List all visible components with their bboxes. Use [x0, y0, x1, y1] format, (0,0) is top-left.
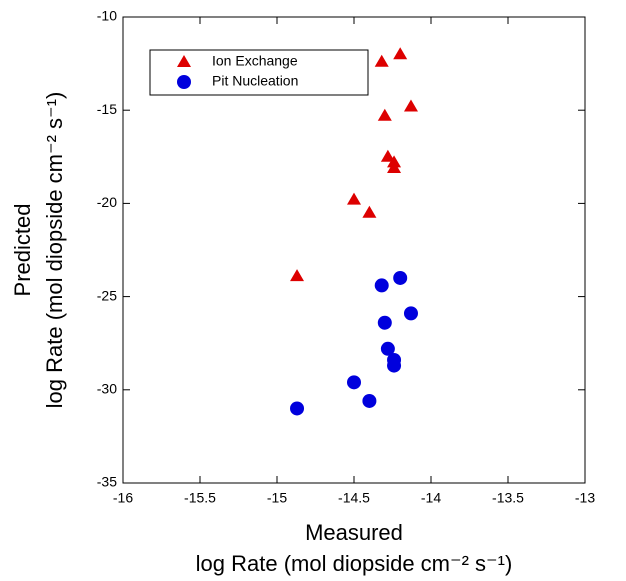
circle-marker — [403, 306, 418, 321]
triangle-marker — [380, 149, 395, 162]
triangle-marker — [403, 99, 418, 112]
triangle-marker — [362, 205, 377, 218]
legend-marker — [177, 55, 191, 67]
circle-marker — [393, 270, 408, 285]
triangle-marker — [393, 47, 408, 60]
triangle-marker — [387, 160, 402, 173]
triangle-marker — [347, 192, 361, 205]
y-tick-label: -10 — [97, 8, 117, 24]
x-tick-label: -16 — [113, 490, 133, 506]
x-axis-title: Measured — [305, 520, 403, 545]
circle-marker — [347, 375, 361, 390]
x-tick-label: -13.5 — [492, 490, 524, 506]
circle-marker — [362, 393, 377, 408]
y-tick-label: -25 — [97, 287, 117, 303]
y-tick-label: -30 — [97, 381, 117, 397]
x-tick-label: -14.5 — [338, 490, 370, 506]
y-tick-label: -35 — [97, 474, 117, 490]
circle-marker — [380, 341, 395, 356]
circle-marker — [377, 315, 392, 330]
y-tick-label: -20 — [97, 194, 117, 210]
triangle-marker — [290, 269, 305, 282]
circle-marker — [387, 358, 402, 373]
legend-marker — [177, 75, 191, 89]
circle-marker — [290, 401, 305, 416]
x-axis-title: log Rate (mol diopside cm⁻² s⁻¹) — [196, 551, 513, 576]
x-tick-label: -14 — [421, 490, 441, 506]
legend-label: Ion Exchange — [212, 53, 298, 69]
y-tick-label: -15 — [97, 101, 117, 117]
triangle-marker — [377, 108, 392, 121]
legend-label: Pit Nucleation — [212, 73, 298, 89]
y-axis-title: log Rate (mol diopside cm⁻² s⁻¹) — [42, 92, 67, 409]
triangle-marker — [374, 54, 389, 67]
x-tick-label: -15.5 — [184, 490, 216, 506]
x-tick-label: -13 — [575, 490, 595, 506]
y-axis-title: Predicted — [10, 204, 35, 297]
circle-marker — [374, 278, 389, 293]
x-tick-label: -15 — [267, 490, 287, 506]
